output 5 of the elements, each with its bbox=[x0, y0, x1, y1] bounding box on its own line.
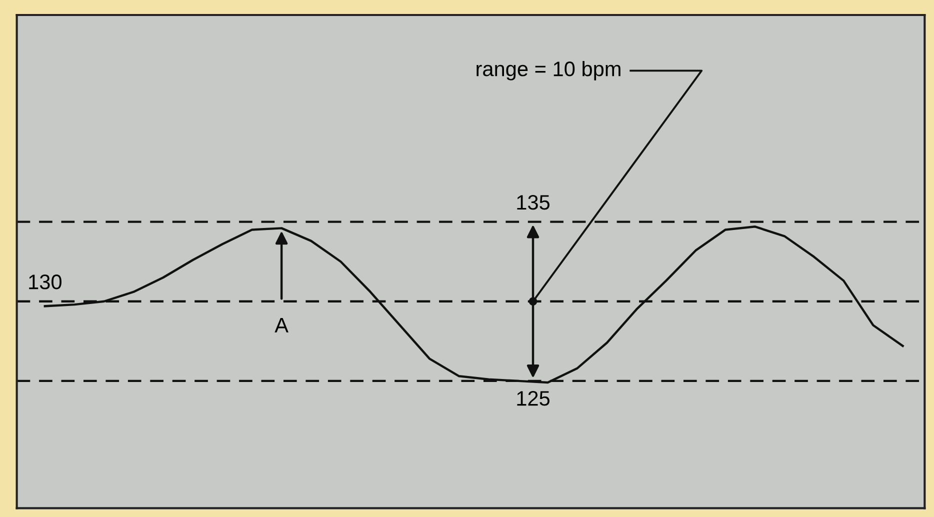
ref-line-label: 135 bbox=[517, 195, 550, 210]
annotation: range = 10 bpm bbox=[476, 60, 620, 80]
ref-line-label: 125 bbox=[517, 391, 550, 406]
ref-line-label: 130 bbox=[29, 274, 62, 290]
annotation: A bbox=[274, 318, 288, 332]
